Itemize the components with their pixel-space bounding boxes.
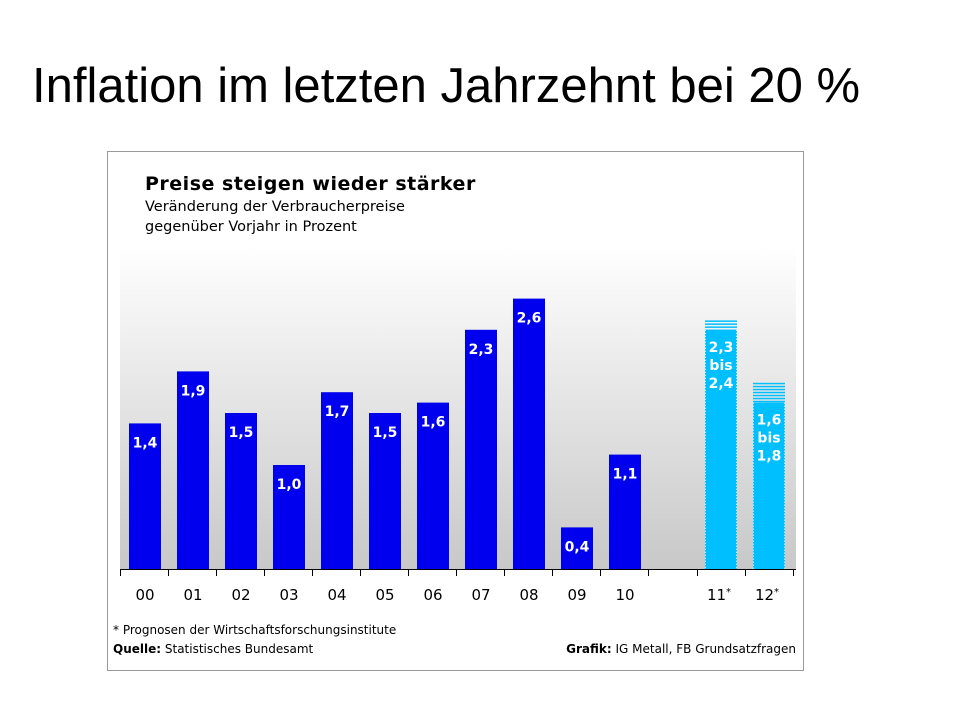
forecast-label-12*-2: 1,8 xyxy=(757,449,782,465)
plot-area xyxy=(120,245,796,569)
bar-01 xyxy=(177,371,209,569)
x-tick-label-05: 05 xyxy=(375,586,394,604)
data-label-02: 1,5 xyxy=(229,425,254,441)
bar-04 xyxy=(321,392,353,569)
x-tick-label-06: 06 xyxy=(423,586,442,604)
bar-03 xyxy=(273,465,305,569)
data-label-10: 1,1 xyxy=(613,467,638,483)
credit-line: Grafik: IG Metall, FB Grundsatzfragen xyxy=(566,642,796,656)
credit-label: Grafik: xyxy=(566,642,612,656)
forecast-label-11*-2: 2,4 xyxy=(709,376,734,392)
forecast-hatch-line xyxy=(753,397,785,400)
forecast-bar-11* xyxy=(705,329,737,569)
forecast-range-12* xyxy=(753,382,785,403)
source-text: Statistisches Bundesamt xyxy=(164,642,314,656)
forecast-label-11*-1: bis xyxy=(709,358,732,374)
data-label-07: 2,3 xyxy=(469,342,494,358)
forecast-hatch-line xyxy=(753,400,785,403)
forecast-hatch-line xyxy=(753,385,785,388)
data-label-09: 0,4 xyxy=(565,539,590,555)
credit-text: IG Metall, FB Grundsatzfragen xyxy=(615,642,796,656)
data-label-08: 2,6 xyxy=(517,311,542,327)
forecast-hatch-line xyxy=(753,394,785,397)
source-label: Quelle: xyxy=(113,642,162,656)
bar-02 xyxy=(225,413,257,569)
x-tick-label-04: 04 xyxy=(327,586,346,604)
forecast-label-11*-0: 2,3 xyxy=(709,340,734,356)
chart-subtitle-line-1: Veränderung der Verbraucherpreise xyxy=(145,199,405,215)
slide-title: Inflation im letzten Jahrzehnt bei 20 % xyxy=(32,59,861,113)
bar-08 xyxy=(513,298,545,569)
bar-06 xyxy=(417,402,449,569)
x-tick-label-11*: 11* xyxy=(707,586,731,604)
forecast-range-11* xyxy=(705,320,737,330)
data-label-00: 1,4 xyxy=(133,435,158,451)
x-tick-label-09: 09 xyxy=(567,586,586,604)
forecast-label-12*-1: bis xyxy=(757,431,780,447)
chart-title: Preise steigen wieder stärker xyxy=(145,173,476,195)
x-tick-label-03: 03 xyxy=(279,586,298,604)
footnote: * Prognosen der Wirtschaftsforschungsins… xyxy=(113,623,397,637)
bar-09 xyxy=(561,527,593,569)
forecast-hatch-line xyxy=(753,382,785,385)
x-tick-label-00: 00 xyxy=(135,586,154,604)
forecast-hatch-line xyxy=(705,329,737,330)
x-tick-label-01: 01 xyxy=(183,586,202,604)
x-tick-label-10: 10 xyxy=(615,586,634,604)
forecast-hatch-line xyxy=(705,323,737,325)
x-tick-label-07: 07 xyxy=(471,586,490,604)
source-line: Quelle: Statistisches Bundesamt xyxy=(113,642,313,656)
forecast-hatch-line xyxy=(705,326,737,328)
data-label-04: 1,7 xyxy=(325,404,350,420)
bar-07 xyxy=(465,329,497,569)
bar-10 xyxy=(609,454,641,569)
data-label-06: 1,6 xyxy=(421,415,446,431)
bar-05 xyxy=(369,413,401,569)
chart-subtitle-line-2: gegenüber Vorjahr in Prozent xyxy=(145,219,357,235)
forecast-hatch-line xyxy=(753,388,785,391)
forecast-bar-12* xyxy=(753,402,785,569)
x-tick-label-08: 08 xyxy=(519,586,538,604)
forecast-hatch-line xyxy=(753,391,785,394)
bar-00 xyxy=(129,423,161,569)
data-label-05: 1,5 xyxy=(373,425,398,441)
data-label-01: 1,9 xyxy=(181,383,206,399)
data-label-03: 1,0 xyxy=(277,477,302,493)
x-tick-label-02: 02 xyxy=(231,586,250,604)
forecast-hatch-line xyxy=(705,320,737,322)
forecast-label-12*-0: 1,6 xyxy=(757,413,782,429)
x-tick-label-12*: 12* xyxy=(755,586,779,604)
